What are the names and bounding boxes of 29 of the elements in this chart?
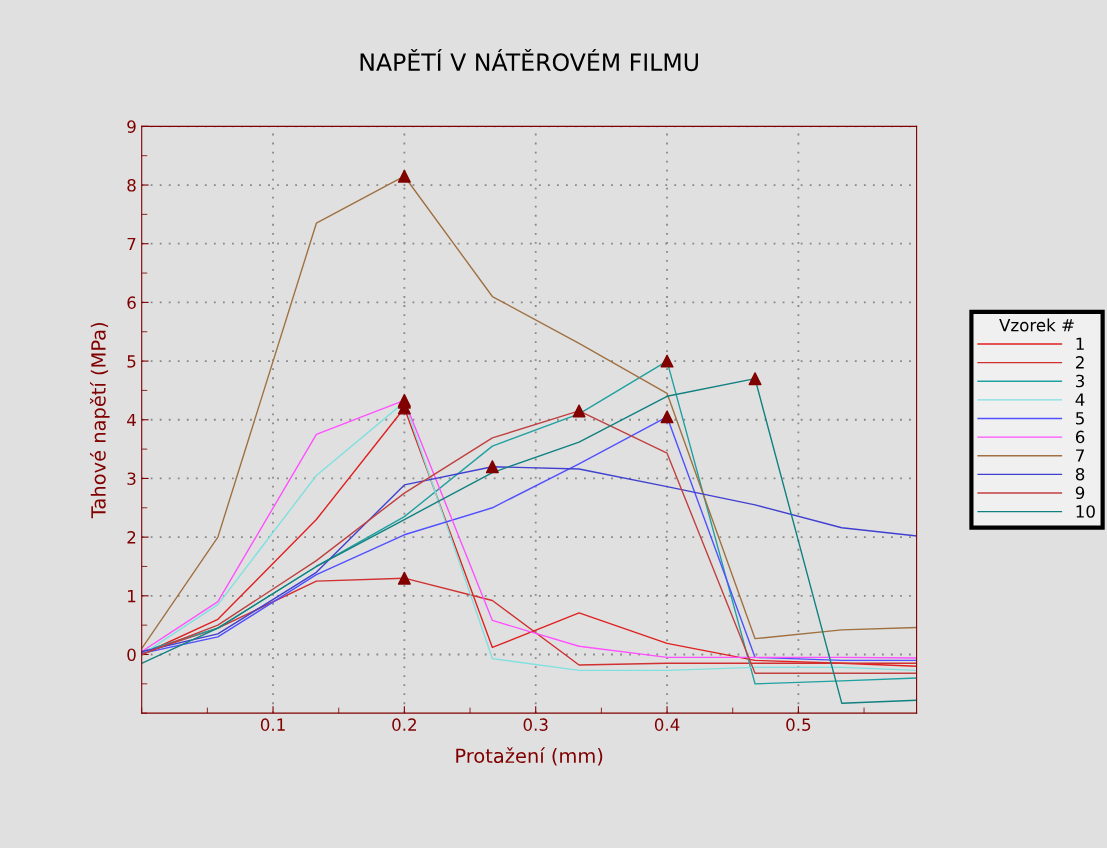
y-tick-label: 1 (128, 589, 136, 603)
legend-label: 6 (1075, 430, 1085, 444)
legend-label: 8 (1075, 467, 1085, 481)
y-tick-label: 7 (127, 237, 136, 251)
x-tick-label: 0.5 (786, 718, 811, 731)
y-tick-label: 4 (127, 413, 136, 427)
chart-title: NAPĚTÍ V NÁTĚROVÉM FILMU (360, 48, 698, 72)
x-tick-label: 0.2 (392, 718, 416, 731)
legend-label: 7 (1076, 449, 1084, 462)
x-tick-label: 0.3 (523, 718, 548, 731)
y-tick-label: 0 (127, 648, 136, 662)
y-tick-label: 2 (127, 531, 136, 544)
y-tick-label: 3 (127, 472, 136, 486)
y-tick-label: 5 (127, 355, 136, 368)
legend-title: Vzorek # (999, 318, 1074, 332)
x-axis-title: Protažení (mm) (456, 747, 603, 766)
legend-label: 4 (1075, 393, 1085, 406)
legend-label: 9 (1075, 486, 1085, 500)
y-axis-title: Tahové napětí (MPa) (89, 322, 110, 519)
x-tick-label: 0.1 (260, 718, 285, 731)
legend-label: 10 (1076, 505, 1095, 518)
legend-label: 3 (1076, 374, 1085, 388)
y-tick-label: 9 (127, 120, 136, 133)
y-tick-label: 8 (127, 179, 136, 192)
legend-label: 1 (1076, 337, 1084, 350)
y-tick-label: 6 (127, 296, 136, 309)
legend-label: 2 (1075, 356, 1084, 369)
legend-label: 5 (1076, 412, 1084, 425)
x-tick-label: 0.4 (654, 718, 680, 731)
